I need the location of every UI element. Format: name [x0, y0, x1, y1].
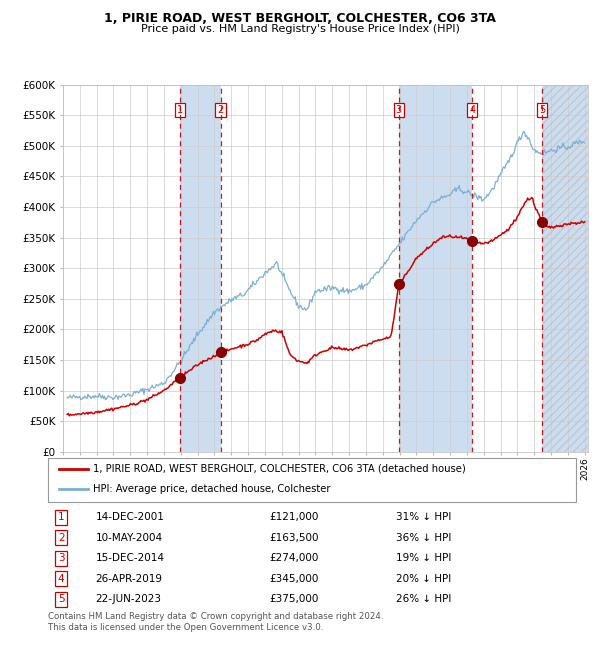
Text: 20% ↓ HPI: 20% ↓ HPI: [397, 574, 452, 584]
Text: £345,000: £345,000: [270, 574, 319, 584]
Text: 2: 2: [58, 533, 65, 543]
Bar: [180, 84, 221, 452]
Text: £121,000: £121,000: [270, 512, 319, 522]
Text: 1, PIRIE ROAD, WEST BERGHOLT, COLCHESTER, CO6 3TA: 1, PIRIE ROAD, WEST BERGHOLT, COLCHESTER…: [104, 12, 496, 25]
Bar: [399, 84, 472, 452]
Bar: [542, 84, 588, 452]
Text: £375,000: £375,000: [270, 595, 319, 604]
Text: 1, PIRIE ROAD, WEST BERGHOLT, COLCHESTER, CO6 3TA (detached house): 1, PIRIE ROAD, WEST BERGHOLT, COLCHESTER…: [93, 463, 466, 474]
Text: 19% ↓ HPI: 19% ↓ HPI: [397, 553, 452, 564]
Text: Contains HM Land Registry data © Crown copyright and database right 2024.
This d: Contains HM Land Registry data © Crown c…: [48, 612, 383, 632]
Text: 15-DEC-2014: 15-DEC-2014: [95, 553, 164, 564]
Text: Price paid vs. HM Land Registry's House Price Index (HPI): Price paid vs. HM Land Registry's House …: [140, 24, 460, 34]
Text: 4: 4: [469, 105, 475, 115]
Text: 2: 2: [217, 105, 224, 115]
Text: £163,500: £163,500: [270, 533, 319, 543]
Text: 3: 3: [58, 553, 65, 564]
Text: 3: 3: [396, 105, 402, 115]
Text: 10-MAY-2004: 10-MAY-2004: [95, 533, 163, 543]
Text: 26% ↓ HPI: 26% ↓ HPI: [397, 595, 452, 604]
FancyBboxPatch shape: [48, 458, 576, 502]
Text: 36% ↓ HPI: 36% ↓ HPI: [397, 533, 452, 543]
Text: 1: 1: [58, 512, 65, 522]
Text: 5: 5: [539, 105, 545, 115]
Text: 26-APR-2019: 26-APR-2019: [95, 574, 163, 584]
Text: HPI: Average price, detached house, Colchester: HPI: Average price, detached house, Colc…: [93, 484, 331, 495]
Text: 31% ↓ HPI: 31% ↓ HPI: [397, 512, 452, 522]
Bar: [542, 84, 588, 452]
Text: 1: 1: [177, 105, 183, 115]
Text: 14-DEC-2001: 14-DEC-2001: [95, 512, 164, 522]
Text: £274,000: £274,000: [270, 553, 319, 564]
Text: 4: 4: [58, 574, 65, 584]
Text: 22-JUN-2023: 22-JUN-2023: [95, 595, 161, 604]
Text: 5: 5: [58, 595, 65, 604]
